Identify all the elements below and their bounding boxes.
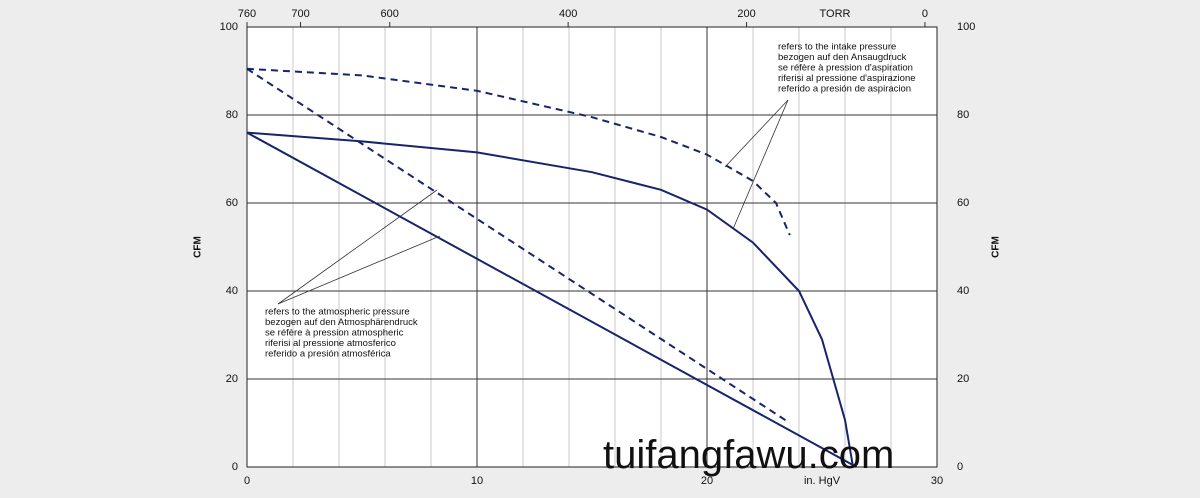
x2-tick-label: 400	[559, 8, 577, 20]
y2-tick-label: 20	[957, 373, 969, 385]
x-tick-label: 0	[244, 475, 250, 487]
x-tick-label: 30	[931, 475, 943, 487]
y-tick-label: 40	[226, 285, 238, 297]
series-line	[246, 67, 791, 236]
x-tick-label: 10	[471, 475, 483, 487]
plot-frame	[246, 26, 938, 468]
y2-tick-label: 40	[957, 285, 969, 297]
annotation-line: referido a presión de aspiracion	[778, 84, 911, 95]
y2-tick-label: 0	[957, 461, 963, 473]
x-axis-label: in. HgV	[804, 475, 841, 487]
y2-tick-label: 80	[957, 109, 969, 121]
annotation-line: se réfère à pression atmospheric	[265, 328, 404, 339]
lines	[246, 67, 857, 468]
x2-tick-label: 600	[381, 8, 399, 20]
y-tick-label: 0	[232, 461, 238, 473]
x2-tick-label: 0	[922, 8, 928, 20]
annotation-line: riferisi al pressione atmosferico	[265, 338, 396, 349]
x2-tick-label: 760	[238, 8, 256, 20]
series-line	[246, 131, 857, 468]
annotation-line: refers to the atmospheric pressure	[265, 307, 410, 318]
x-tick-label: 20	[701, 475, 713, 487]
annotation-line: refers to the intake pressure	[778, 42, 896, 53]
leader	[732, 99, 789, 230]
annotation-line: se réfère à pression d'aspiration	[778, 63, 913, 74]
leader	[277, 235, 441, 305]
y2-tick-label: 100	[957, 21, 975, 33]
x2-axis-label: TORR	[820, 8, 851, 20]
series-line	[246, 67, 791, 424]
series-line	[246, 131, 855, 468]
annotation-line: bezogen auf den Ansaugdruck	[778, 52, 907, 63]
annotation-line: bezogen auf den Atmosphärendruck	[265, 317, 418, 328]
leaders	[277, 99, 789, 305]
y-tick-label: 20	[226, 373, 238, 385]
x2-tick-label: 200	[737, 8, 755, 20]
y-tick-label: 60	[226, 197, 238, 209]
annotation-line: referido a presión atmosférica	[265, 349, 391, 360]
y-tick-label: 100	[220, 21, 238, 33]
leader	[277, 189, 438, 305]
plot-area	[247, 27, 937, 467]
y2-tick-label: 60	[957, 197, 969, 209]
y2-axis-label: CFM	[991, 236, 1002, 258]
y-axis-label: CFM	[193, 236, 204, 258]
y-tick-label: 80	[226, 109, 238, 121]
watermark: tuifangfawu.com	[603, 433, 894, 477]
x2-tick-label: 700	[291, 8, 309, 20]
annotation-line: riferisi al pressione d'aspirazione	[778, 73, 916, 84]
leader	[724, 99, 789, 168]
